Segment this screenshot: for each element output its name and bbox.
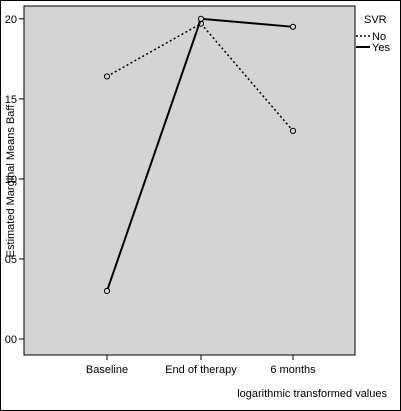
y-tick-label: 00 <box>5 334 17 346</box>
y-tick-label: 05 <box>5 254 17 266</box>
data-point-no <box>103 73 111 80</box>
plot-area <box>23 5 356 356</box>
y-axis-label: Estimated Marginal Means Baff <box>5 104 17 258</box>
y-tick-label: 10 <box>5 174 17 186</box>
x-tick-label: End of therapy <box>165 364 237 376</box>
y-axis-ticks: 00 05 10 15 20 <box>5 14 24 346</box>
data-point-yes <box>103 287 111 295</box>
legend-label-no: No <box>372 31 386 43</box>
data-point-yes <box>197 15 205 22</box>
series-layer <box>103 15 297 295</box>
y-tick-label: 20 <box>5 14 17 26</box>
legend-title: SVR <box>364 14 387 26</box>
x-tick-label: Baseline <box>86 364 128 376</box>
x-tick-label: 6 months <box>270 364 316 376</box>
x-axis-ticks: Baseline End of therapy 6 months <box>86 355 316 376</box>
x-axis-label: logarithmic transformed values <box>237 388 387 400</box>
legend-label-yes: Yes <box>372 42 390 54</box>
y-tick-label: 15 <box>5 94 17 106</box>
data-point-yes <box>289 23 297 30</box>
data-point-no <box>289 127 297 134</box>
